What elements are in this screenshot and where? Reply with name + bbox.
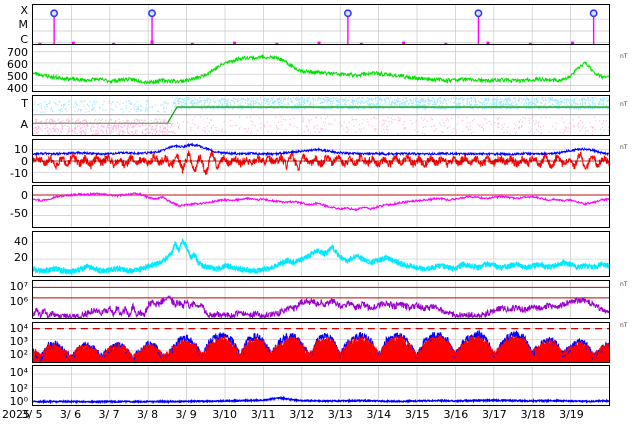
right-unit-bfield: nT [620, 144, 628, 151]
ytick-speed-600: 600 [7, 58, 28, 71]
xaxis-tick-14: 3/19 [559, 408, 584, 421]
right-unit-proton: nT [620, 281, 628, 288]
ytick-low-1e2: 10² [9, 382, 28, 395]
ytick-electron-1e4: 10⁴ [9, 322, 28, 335]
panel-magnetic-field [32, 139, 610, 183]
ytick-low-1e0: 10⁰ [9, 395, 28, 408]
panel-solar-wind-speed [32, 44, 610, 92]
panel-ae-svg [33, 232, 609, 276]
ytick-b-0: 0 [21, 155, 28, 168]
ytick-proton-1e6: 10⁶ [9, 295, 28, 308]
xaxis-tick-8: 3/13 [327, 408, 353, 421]
xaxis-tick-3: 3/ 8 [136, 408, 159, 421]
ytick-low-1e4: 10⁴ [9, 366, 28, 379]
right-unit-speed: nT [620, 53, 628, 60]
xaxis-tick-6: 3/11 [250, 408, 276, 421]
ytick-temp-T: T [21, 97, 28, 110]
ytick-ae-40: 40 [14, 235, 28, 248]
xaxis-tick-13: 3/18 [520, 408, 546, 421]
panel-dst-index [32, 185, 610, 228]
xaxis-tick-0: 3/ 5 [21, 408, 43, 421]
panel-proton-svg [33, 281, 609, 318]
ytick-xray-C: C [20, 33, 28, 46]
panel-temp-svg [33, 96, 609, 135]
xaxis-tick-7: 3/12 [289, 408, 315, 421]
panel-low-energy-flux [32, 365, 610, 406]
panel-temperature-density [32, 95, 610, 136]
ytick-b-10: 10 [14, 143, 28, 156]
right-unit-temp: nT [620, 101, 628, 108]
xaxis-tick-4: 3/ 9 [175, 408, 197, 421]
ytick-speed-500: 500 [7, 70, 28, 83]
xaxis-tick-5: 3/10 [212, 408, 237, 421]
ytick-electron-1e2: 10² [9, 348, 28, 361]
ytick-speed-400: 400 [7, 82, 28, 95]
xaxis-tick-9: 3/14 [366, 408, 392, 421]
ytick-density-A: A [20, 118, 28, 131]
xaxis-tick-11: 3/16 [443, 408, 469, 421]
xaxis-year-label: 2025 [2, 408, 30, 421]
ytick-speed-700: 700 [7, 46, 28, 59]
ytick-b-neg10: -10 [10, 167, 28, 180]
panel-speed-svg [33, 45, 609, 91]
right-unit-electron: nT [620, 322, 628, 329]
ytick-ae-20: 20 [14, 251, 28, 264]
xaxis-tick-2: 3/ 7 [98, 408, 120, 421]
panel-bfield-svg [33, 140, 609, 182]
xaxis-tick-10: 3/15 [404, 408, 430, 421]
ytick-xray-X: X [20, 4, 28, 17]
ytick-proton-1e7: 10⁷ [9, 280, 28, 293]
panel-lowflux-svg [33, 366, 609, 405]
ytick-dst-0: 0 [21, 189, 28, 202]
ytick-xray-M: M [18, 18, 29, 31]
xaxis-tick-12: 3/17 [482, 408, 507, 421]
xaxis-tick-1: 3/ 6 [59, 408, 82, 421]
panel-dst-svg [33, 186, 609, 227]
panel-proton-flux [32, 280, 610, 319]
panel-electron-svg [33, 323, 609, 362]
ytick-electron-1e3: 10³ [9, 335, 28, 348]
panel-ae-index [32, 231, 610, 277]
panel-electron-flux [32, 322, 610, 363]
ytick-dst-neg50: -50 [10, 207, 28, 220]
